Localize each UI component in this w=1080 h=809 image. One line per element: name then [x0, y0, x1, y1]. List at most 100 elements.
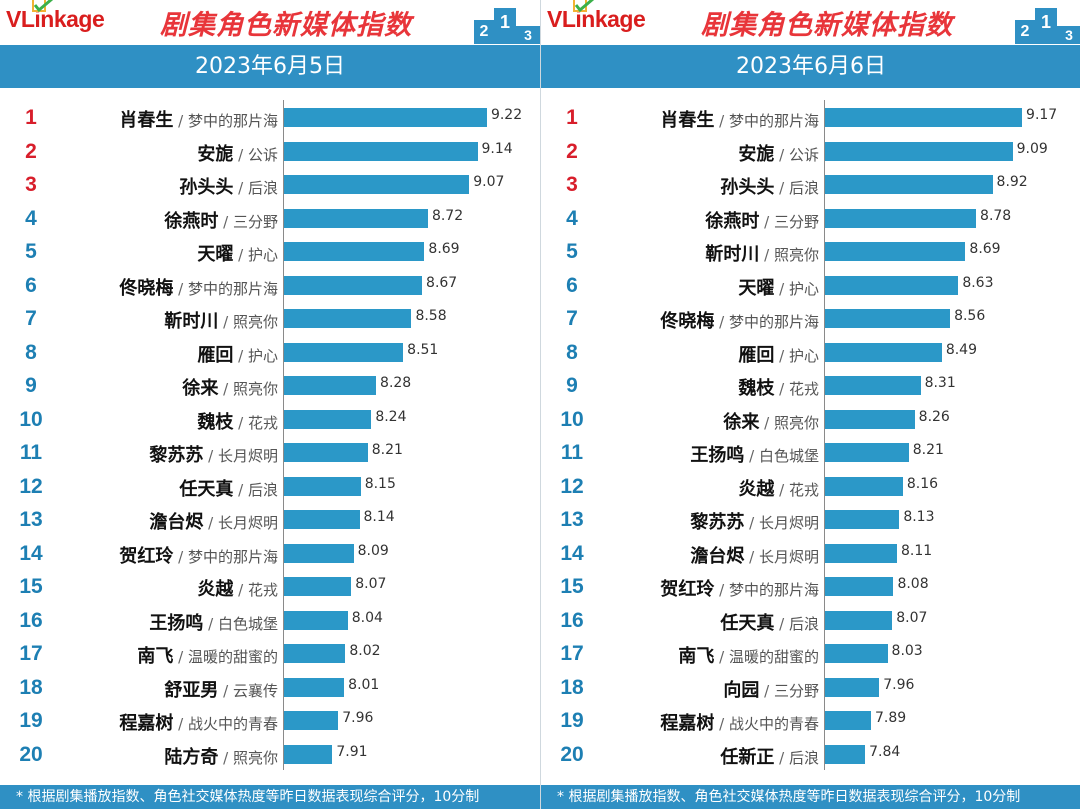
label-separator: /: [218, 313, 233, 331]
score-bar: [825, 543, 897, 563]
character-name: 安旎: [738, 143, 775, 165]
label-separator: /: [774, 279, 789, 298]
label-separator: /: [233, 480, 248, 499]
score-value-label: 8.03: [891, 643, 923, 659]
label-separator: /: [233, 581, 248, 599]
score-value-label: 8.14: [363, 509, 395, 525]
score-value-label: 8.31: [924, 375, 956, 391]
label-separator: /: [218, 380, 233, 398]
character-name: 天曜: [197, 244, 234, 265]
bar-label: 天曜 / 护心: [738, 274, 819, 300]
bar-label: 孙头头 / 后浪: [720, 173, 819, 199]
drama-name: 三分野: [773, 212, 819, 231]
bar-label: 魏枝 / 花戎: [197, 408, 278, 434]
vlinkage-logo: VLinkage: [6, 0, 105, 33]
label-separator: /: [714, 648, 729, 666]
character-name: 黎苏苏: [149, 445, 204, 466]
chart-row: 10 徐来 / 照亮你 8.26: [541, 402, 1080, 435]
label-separator: /: [714, 112, 729, 130]
drama-name: 白色城堡: [758, 447, 819, 465]
score-value-label: 7.91: [336, 743, 368, 760]
page-title: 剧集角色新媒体指数: [160, 10, 412, 41]
label-separator: /: [173, 112, 188, 130]
label-separator: /: [774, 380, 789, 398]
score-value-label: 8.15: [364, 475, 396, 492]
score-bar: [284, 610, 348, 630]
bar-label: 安旎 / 公诉: [197, 140, 278, 166]
chart-row: 12 任天真 / 后浪 8.15: [0, 469, 540, 502]
score-bar: [284, 376, 377, 395]
score-value-label: 8.63: [962, 274, 994, 291]
bar-label: 贺红玲 / 梦中的那片海: [119, 542, 278, 568]
score-value-label: 8.01: [348, 676, 380, 693]
bar-label: 程嘉树 / 战火中的青春: [119, 709, 278, 735]
character-name: 炎越: [197, 579, 234, 600]
rank-number: 12: [560, 474, 584, 498]
score-value-label: 9.09: [1016, 140, 1048, 157]
label-separator: /: [744, 447, 759, 465]
rank-number: 17: [560, 642, 584, 665]
score-value-label: 8.51: [407, 341, 439, 358]
label-separator: /: [774, 179, 789, 197]
drama-name: 花戎: [788, 380, 819, 398]
chart-row: 17 南飞 / 温暖的甜蜜的 8.03: [541, 636, 1080, 669]
score-value-label: 8.92: [996, 174, 1028, 190]
character-name: 王扬鸣: [149, 612, 204, 634]
score-value-label: 8.28: [380, 375, 412, 391]
score-bar: [825, 476, 903, 496]
drama-name: 长月烬明: [217, 447, 278, 465]
bar-label: 肖春生 / 梦中的那片海: [660, 106, 819, 132]
score-value-label: 9.07: [473, 174, 505, 190]
drama-name: 梦中的那片海: [187, 112, 278, 130]
rank-number: 15: [19, 575, 43, 598]
drama-name: 花戎: [247, 413, 278, 432]
bar-label: 炎越 / 花戎: [197, 575, 278, 601]
score-bar: [825, 409, 915, 429]
chart-row: 8 雁回 / 护心 8.49: [541, 335, 1080, 368]
bar-label: 程嘉树 / 战火中的青春: [660, 709, 819, 735]
drama-name: 公诉: [788, 145, 819, 164]
bar-label: 任新正 / 后浪: [720, 743, 819, 769]
bar-label: 南飞 / 温暖的甜蜜的: [678, 642, 819, 668]
label-separator: /: [759, 681, 774, 700]
bar-label: 澹台烬 / 长月烬明: [690, 542, 819, 568]
label-separator: /: [774, 748, 789, 767]
rank-number: 1: [566, 106, 578, 129]
character-name: 肖春生: [119, 110, 174, 131]
character-name: 贺红玲: [660, 579, 715, 600]
score-value-label: 7.96: [883, 676, 915, 693]
bar-label: 徐来 / 照亮你: [182, 374, 278, 400]
rank-number: 13: [19, 508, 43, 531]
rank-number: 9: [25, 374, 37, 397]
svg-text:1: 1: [500, 12, 510, 32]
score-bar: [825, 510, 900, 529]
score-value-label: 8.02: [349, 643, 381, 659]
rank-number: 2: [25, 139, 37, 163]
chart-row: 1 肖春生 / 梦中的那片海 9.22: [0, 100, 540, 133]
chart-row: 15 贺红玲 / 梦中的那片海 8.08: [541, 569, 1080, 602]
drama-name: 梦中的那片海: [187, 279, 278, 298]
chart-row: 11 王扬鸣 / 白色城堡 8.21: [541, 435, 1080, 468]
label-separator: /: [173, 715, 188, 733]
drama-name: 护心: [247, 346, 278, 365]
chart-row: 7 佟晓梅 / 梦中的那片海 8.56: [541, 301, 1080, 334]
drama-name: 后浪: [788, 614, 819, 633]
score-value-label: 8.21: [912, 442, 944, 458]
label-separator: /: [759, 212, 774, 231]
rank-number: 16: [560, 608, 584, 632]
chart-row: 3 孙头头 / 后浪 8.92: [541, 167, 1080, 200]
score-bar: [825, 108, 1023, 127]
label-separator: /: [714, 313, 729, 331]
label-separator: /: [714, 581, 729, 599]
chart-row: 11 黎苏苏 / 长月烬明 8.21: [0, 435, 540, 468]
score-value-label: 9.17: [1026, 107, 1058, 123]
character-name: 徐燕时: [705, 210, 760, 232]
character-name: 雁回: [738, 344, 775, 366]
character-name: 孙头头: [179, 177, 234, 198]
label-separator: /: [744, 514, 759, 532]
score-bar: [284, 644, 346, 663]
score-value-label: 8.26: [918, 408, 950, 425]
chart-row: 16 王扬鸣 / 白色城堡 8.04: [0, 603, 540, 636]
vlinkage-logo: VLinkage: [547, 0, 646, 33]
score-bar: [284, 409, 372, 429]
